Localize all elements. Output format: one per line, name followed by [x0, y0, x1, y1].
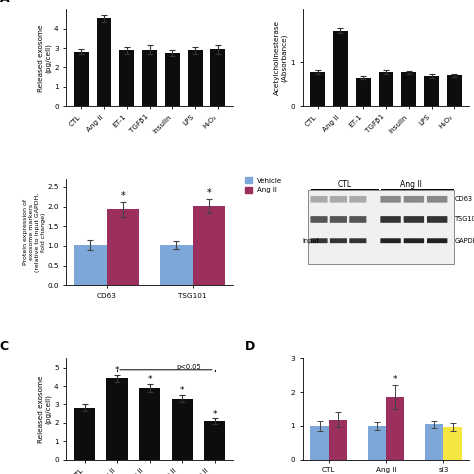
Bar — [425, 424, 443, 460]
Text: GAPDH: GAPDH — [455, 238, 474, 244]
Bar — [74, 408, 95, 460]
FancyBboxPatch shape — [404, 216, 424, 223]
Legend: Vehicle, Ang II: Vehicle, Ang II — [245, 177, 283, 193]
FancyBboxPatch shape — [380, 196, 401, 202]
Bar — [74, 245, 107, 285]
Text: *: * — [147, 375, 152, 384]
Y-axis label: Acetylcholinesterase
(Absorbance): Acetylcholinesterase (Absorbance) — [274, 20, 288, 95]
Bar — [188, 50, 202, 106]
Bar — [74, 52, 89, 106]
Y-axis label: Released exosome
(pg/cell): Released exosome (pg/cell) — [38, 24, 51, 91]
Bar — [424, 76, 439, 106]
Bar — [160, 245, 192, 285]
Text: TSG101: TSG101 — [455, 217, 474, 222]
Bar — [333, 30, 348, 106]
Y-axis label: Protein expression of
exosome markers
(relative to input GAPDH,
fold change): Protein expression of exosome markers (r… — [23, 192, 46, 272]
FancyBboxPatch shape — [310, 216, 328, 223]
Y-axis label: Released exosome
(pg/cell): Released exosome (pg/cell) — [38, 375, 51, 443]
Bar — [107, 210, 139, 285]
FancyBboxPatch shape — [349, 216, 366, 223]
Bar — [142, 50, 157, 106]
Text: *: * — [180, 386, 184, 395]
Text: Ang II: Ang II — [400, 180, 422, 189]
FancyBboxPatch shape — [404, 238, 424, 243]
FancyBboxPatch shape — [310, 196, 328, 202]
FancyBboxPatch shape — [310, 238, 328, 243]
Text: Input: Input — [303, 238, 320, 244]
Bar — [139, 388, 160, 460]
Text: *: * — [207, 188, 211, 199]
FancyBboxPatch shape — [380, 238, 401, 243]
Text: *: * — [120, 191, 125, 201]
Bar — [401, 72, 416, 106]
Bar — [447, 75, 462, 106]
Bar — [356, 78, 371, 106]
FancyBboxPatch shape — [427, 216, 447, 223]
Text: *: * — [115, 366, 119, 375]
Bar — [310, 426, 328, 460]
FancyBboxPatch shape — [330, 238, 347, 243]
FancyBboxPatch shape — [330, 216, 347, 223]
Bar — [107, 378, 128, 460]
FancyBboxPatch shape — [427, 196, 447, 202]
Text: CD63: CD63 — [455, 196, 473, 202]
Bar — [368, 426, 386, 460]
Bar — [204, 421, 225, 460]
Bar — [310, 72, 325, 106]
Bar — [172, 399, 193, 460]
Bar — [386, 397, 404, 460]
FancyBboxPatch shape — [380, 216, 401, 223]
FancyBboxPatch shape — [404, 196, 424, 202]
Bar — [119, 50, 134, 106]
Bar — [192, 206, 225, 285]
Text: C: C — [0, 340, 9, 353]
Bar — [379, 72, 393, 106]
FancyBboxPatch shape — [330, 196, 347, 202]
FancyBboxPatch shape — [349, 238, 366, 243]
Bar — [97, 18, 111, 106]
FancyBboxPatch shape — [427, 238, 447, 243]
Text: A: A — [0, 0, 9, 5]
Text: D: D — [245, 340, 255, 353]
FancyBboxPatch shape — [349, 196, 366, 202]
Text: p<0.05: p<0.05 — [176, 364, 201, 370]
Text: *: * — [393, 375, 397, 384]
Bar — [165, 53, 180, 106]
Text: *: * — [212, 410, 217, 419]
Bar — [443, 427, 462, 460]
Bar — [308, 190, 454, 264]
Bar — [328, 420, 347, 460]
Text: CTL: CTL — [337, 180, 351, 189]
Bar — [210, 49, 225, 106]
